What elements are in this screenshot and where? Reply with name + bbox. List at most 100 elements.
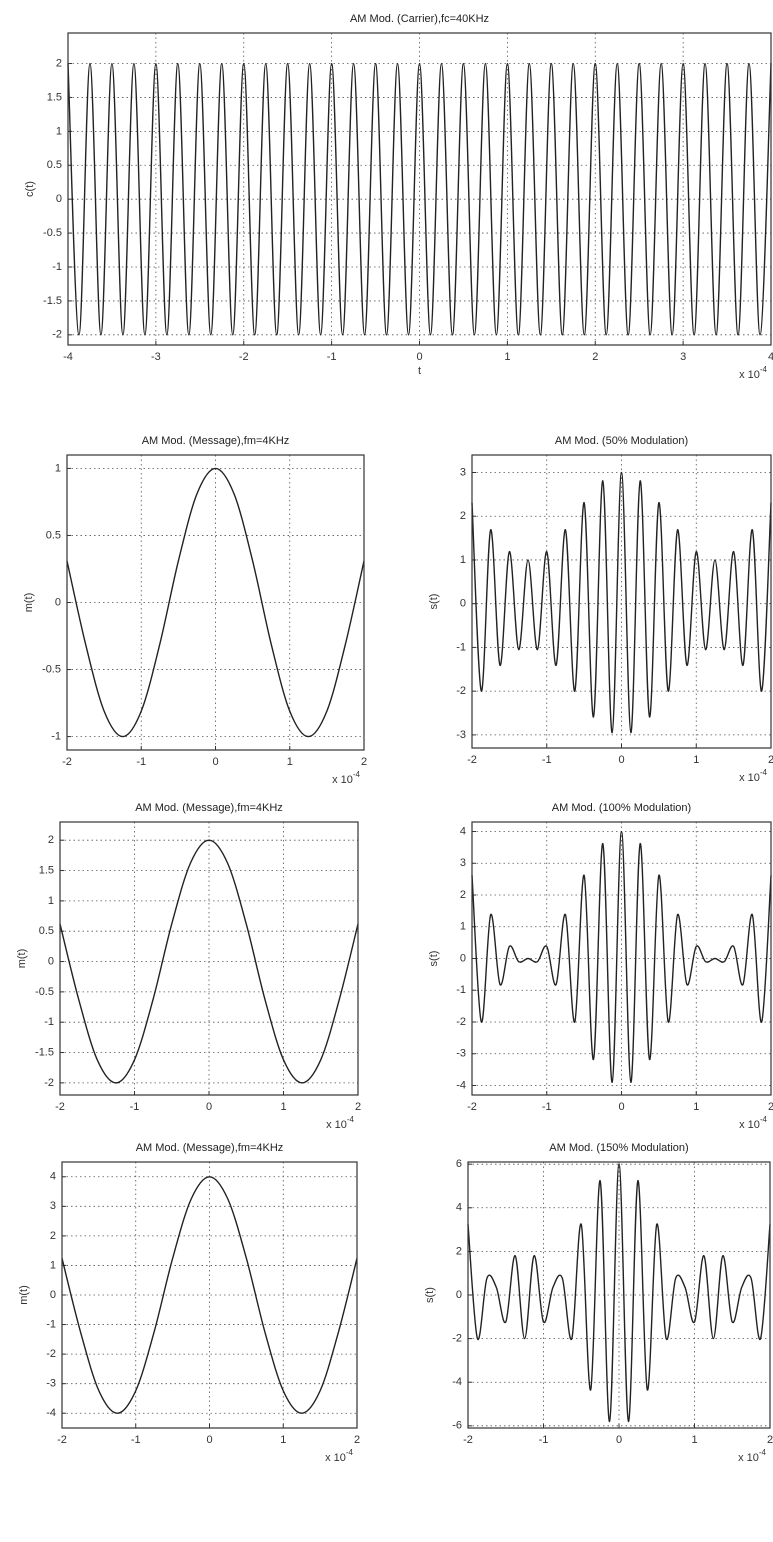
x-multiplier: x 10-4 xyxy=(738,1448,766,1464)
x-tick-label: 1 xyxy=(287,756,293,768)
x-multiplier: x 10-4 xyxy=(739,768,767,784)
y-axis-label: m(t) xyxy=(16,949,28,969)
y-tick-label: -1 xyxy=(456,984,466,996)
y-tick-label: -1 xyxy=(46,1318,56,1330)
x-multiplier: x 10-4 xyxy=(332,770,360,786)
x-tick-label: 0 xyxy=(616,1434,622,1446)
chart-title: AM Mod. (100% Modulation) xyxy=(552,802,691,814)
y-tick-label: -2 xyxy=(456,1016,466,1028)
y-tick-label: -0.5 xyxy=(42,663,61,675)
chart-title: AM Mod. (Message),fm=4KHz xyxy=(142,435,290,447)
x-tick-label: 0 xyxy=(206,1434,212,1446)
x-multiplier-base: x 10 xyxy=(738,1452,759,1464)
x-tick-label: -1 xyxy=(136,756,146,768)
x-multiplier: x 10-4 xyxy=(325,1448,353,1464)
y-tick-label: 0.5 xyxy=(39,925,54,937)
y-tick-label: 2 xyxy=(48,834,54,846)
x-multiplier-base: x 10 xyxy=(739,369,760,381)
x-tick-label: -2 xyxy=(62,756,72,768)
x-tick-label: 1 xyxy=(280,1101,286,1113)
x-multiplier-base: x 10 xyxy=(326,1119,347,1131)
chart-title: AM Mod. (Carrier),fc=40KHz xyxy=(350,13,489,25)
y-tick-label: 1 xyxy=(460,921,466,933)
y-tick-label: -1.5 xyxy=(35,1046,54,1058)
y-axis-label: m(t) xyxy=(18,1285,30,1305)
x-multiplier-exponent: -4 xyxy=(346,1448,354,1457)
x-tick-label: 2 xyxy=(361,756,367,768)
y-tick-label: -0.5 xyxy=(43,227,62,239)
x-tick-label: 1 xyxy=(693,754,699,766)
x-tick-label: -2 xyxy=(239,351,249,363)
chart-title: AM Mod. (Message),fm=4KHz xyxy=(136,1142,284,1154)
x-tick-label: 2 xyxy=(355,1101,361,1113)
y-tick-label: -1 xyxy=(456,641,466,653)
x-multiplier-base: x 10 xyxy=(739,1119,760,1131)
y-tick-label: 0.5 xyxy=(47,159,62,171)
y-tick-label: 1 xyxy=(56,125,62,137)
subplot: -2-1.5-1-0.500.511.52-2-1012AM Mod. (Mes… xyxy=(16,802,361,1131)
y-tick-label: 1.5 xyxy=(47,91,62,103)
y-tick-label: 3 xyxy=(460,466,466,478)
x-tick-label: 4 xyxy=(768,351,773,363)
y-tick-label: 2 xyxy=(56,57,62,69)
y-tick-label: -2 xyxy=(456,685,466,697)
x-tick-label: 0 xyxy=(212,756,218,768)
x-multiplier-exponent: -4 xyxy=(759,1448,767,1457)
x-tick-label: 0 xyxy=(618,754,624,766)
y-tick-label: -1 xyxy=(51,730,61,742)
subplot: -4-3-2-101234-2-1012AM Mod. (Message),fm… xyxy=(18,1142,360,1464)
y-tick-label: 0 xyxy=(460,952,466,964)
y-tick-label: -4 xyxy=(46,1407,56,1419)
y-tick-label: 0 xyxy=(460,598,466,610)
y-tick-label: 0 xyxy=(50,1289,56,1301)
x-tick-label: 2 xyxy=(354,1434,360,1446)
y-tick-label: -1 xyxy=(52,261,62,273)
y-tick-label: -1 xyxy=(44,1016,54,1028)
x-multiplier-exponent: -4 xyxy=(760,365,768,374)
x-multiplier-base: x 10 xyxy=(325,1452,346,1464)
x-tick-label: 0 xyxy=(206,1101,212,1113)
y-tick-label: 2 xyxy=(460,889,466,901)
chart-title: AM Mod. (50% Modulation) xyxy=(555,435,688,447)
chart-title: AM Mod. (Message),fm=4KHz xyxy=(135,802,283,814)
y-tick-label: 6 xyxy=(456,1158,462,1170)
x-tick-label: -4 xyxy=(63,351,73,363)
x-tick-label: -1 xyxy=(130,1101,140,1113)
y-tick-label: 0 xyxy=(56,193,62,205)
y-tick-label: 0.5 xyxy=(46,529,61,541)
y-tick-label: 0 xyxy=(48,955,54,967)
x-multiplier-exponent: -4 xyxy=(347,1115,355,1124)
x-tick-label: -1 xyxy=(542,754,552,766)
x-tick-label: 2 xyxy=(767,1434,773,1446)
y-tick-label: -4 xyxy=(452,1376,462,1388)
y-axis-label: s(t) xyxy=(428,951,440,967)
figure: -2-1.5-1-0.500.511.52-4-3-2-101234AM Mod… xyxy=(0,0,773,1542)
y-axis-label: m(t) xyxy=(23,593,35,613)
x-multiplier-exponent: -4 xyxy=(353,770,361,779)
y-tick-label: 2 xyxy=(460,510,466,522)
y-tick-label: -1.5 xyxy=(43,295,62,307)
x-tick-label: 1 xyxy=(691,1434,697,1446)
x-tick-label: 1 xyxy=(504,351,510,363)
y-axis-label: s(t) xyxy=(428,594,440,610)
x-tick-label: -1 xyxy=(131,1434,141,1446)
x-tick-label: -1 xyxy=(327,351,337,363)
y-tick-label: 1 xyxy=(50,1259,56,1271)
y-tick-label: -2 xyxy=(52,329,62,341)
y-tick-label: 3 xyxy=(50,1200,56,1212)
x-tick-label: -3 xyxy=(151,351,161,363)
x-tick-label: -1 xyxy=(539,1434,549,1446)
x-tick-label: 2 xyxy=(768,754,773,766)
y-tick-label: 2 xyxy=(50,1230,56,1242)
x-multiplier: x 10-4 xyxy=(326,1115,354,1131)
y-tick-label: -0.5 xyxy=(35,986,54,998)
y-tick-label: 4 xyxy=(50,1171,56,1183)
x-tick-label: 1 xyxy=(693,1101,699,1113)
y-tick-label: 4 xyxy=(456,1202,462,1214)
plot-area xyxy=(68,33,771,345)
x-tick-label: 3 xyxy=(680,351,686,363)
